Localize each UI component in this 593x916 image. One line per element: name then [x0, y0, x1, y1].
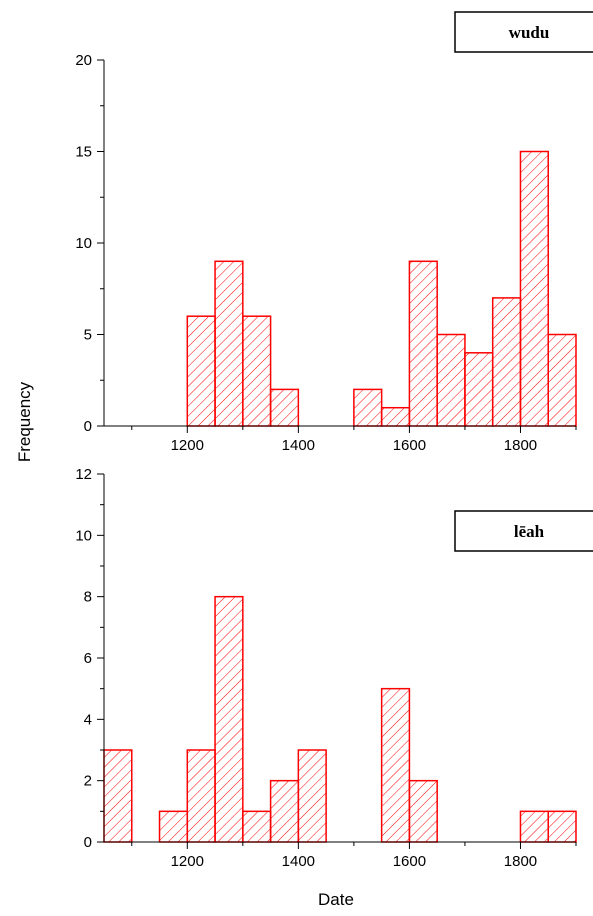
wudu-bar-1350	[269, 388, 300, 427]
wudu-bar-1200	[186, 315, 216, 427]
leah-bar-1050	[103, 749, 133, 843]
leah-bar-1350	[269, 779, 300, 843]
wudu-bar-1250	[214, 260, 244, 427]
leah-x-tick-label: 1800	[504, 853, 537, 870]
wudu-x-tick-label: 1600	[393, 437, 426, 454]
wudu-x-tick-label: 1200	[171, 437, 204, 454]
leah-y-tick-label: 2	[84, 773, 92, 790]
wudu-bar-1700	[464, 352, 494, 427]
leah-y-tick-label: 8	[84, 589, 92, 606]
wudu-bar-1500	[353, 388, 383, 427]
leah-panel: 0 2 4 6 8 10 12 1200 1400 1600 1800 lēah	[75, 466, 593, 870]
wudu-bar-1750	[491, 297, 522, 427]
leah-bar-1250	[214, 595, 244, 843]
wudu-x-tick-label: 1400	[282, 437, 315, 454]
wudu-y-tick-label: 5	[84, 327, 92, 344]
wudu-legend-label: wudu	[509, 23, 550, 42]
wudu-bar-1650	[436, 333, 466, 427]
x-axis-label: Date	[318, 890, 354, 909]
leah-legend-label: lēah	[514, 522, 545, 541]
leah-bar-1800	[519, 810, 549, 843]
wudu-bar-1600	[408, 260, 438, 427]
wudu-y-tick-label: 0	[84, 418, 92, 435]
leah-bar-1850	[547, 810, 577, 843]
wudu-bar-1850	[547, 333, 577, 427]
leah-x-tick-label: 1400	[282, 853, 315, 870]
wudu-y-tick-label: 20	[75, 52, 92, 69]
leah-bar-1200	[186, 749, 216, 843]
leah-y-tick-label: 0	[84, 834, 92, 851]
wudu-legend-box	[454, 11, 593, 53]
wudu-y-tick-label: 15	[75, 144, 92, 161]
wudu-bar-1300	[242, 315, 272, 427]
leah-bar-1300	[242, 810, 272, 843]
leah-x-tick-label: 1200	[171, 853, 204, 870]
wudu-bar-1550	[380, 406, 411, 427]
y-axis-label: Frequency	[15, 381, 34, 462]
leah-y-tick-label: 4	[84, 711, 92, 728]
leah-bar-1150	[158, 810, 189, 843]
leah-bar-1600	[408, 779, 438, 843]
wudu-panel: 0 5 10 15 20 1200 1400 1600 1800 wudu	[75, 11, 593, 454]
wudu-bar-1800	[519, 150, 549, 427]
wudu-y-tick-label: 10	[75, 235, 92, 252]
leah-bar-1400	[297, 749, 327, 843]
leah-y-tick-label: 6	[84, 650, 92, 667]
leah-legend-box	[454, 510, 593, 552]
leah-y-tick-label: 10	[75, 527, 92, 544]
leah-y-tick-label: 12	[75, 466, 92, 483]
wudu-x-tick-label: 1800	[504, 437, 537, 454]
leah-x-tick-label: 1600	[393, 853, 426, 870]
leah-bar-1550	[380, 687, 411, 843]
